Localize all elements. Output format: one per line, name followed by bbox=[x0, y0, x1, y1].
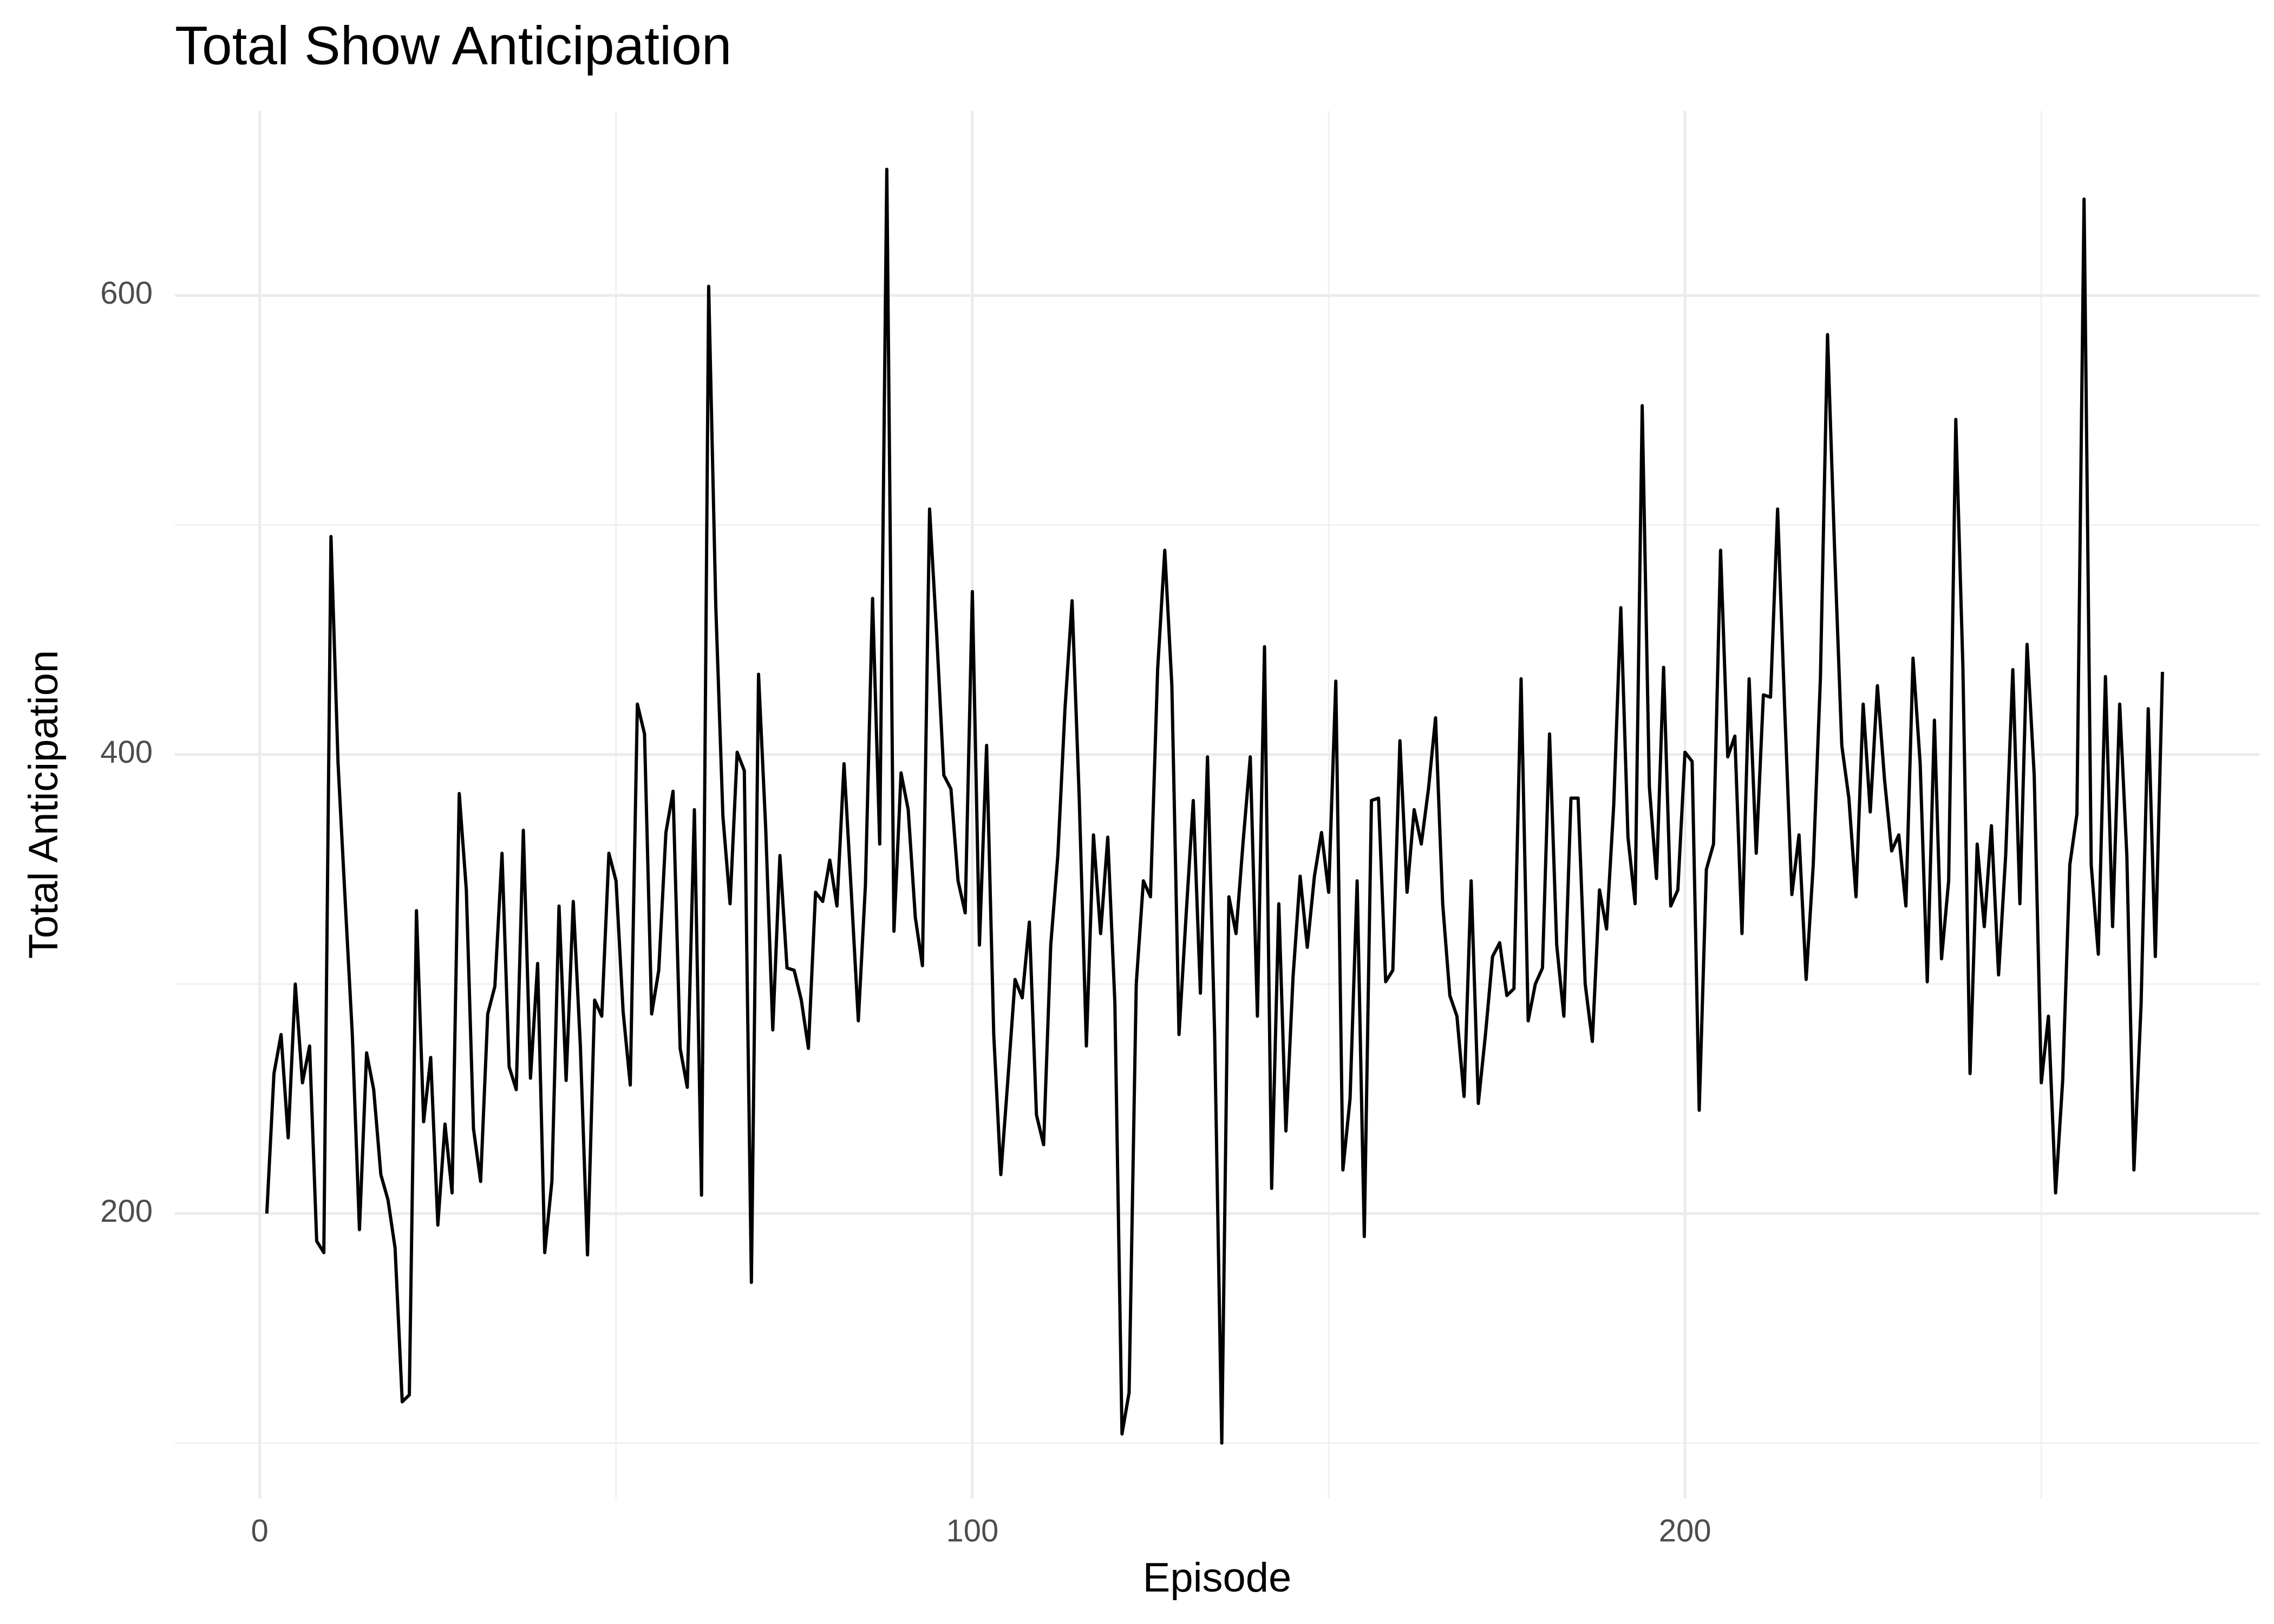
x-tick-label: 100 bbox=[946, 1513, 998, 1548]
chart-title: Total Show Anticipation bbox=[175, 15, 731, 76]
y-tick-label: 200 bbox=[100, 1194, 153, 1229]
y-tick-label: 600 bbox=[100, 276, 153, 311]
series-line bbox=[265, 167, 2164, 1445]
x-axis-title: Episode bbox=[1143, 1555, 1292, 1601]
x-tick-label: 0 bbox=[251, 1513, 268, 1548]
y-axis-title: Total Anticipation bbox=[21, 650, 67, 959]
y-tick-label: 400 bbox=[100, 735, 153, 770]
x-tick-label: 200 bbox=[1659, 1513, 1711, 1548]
